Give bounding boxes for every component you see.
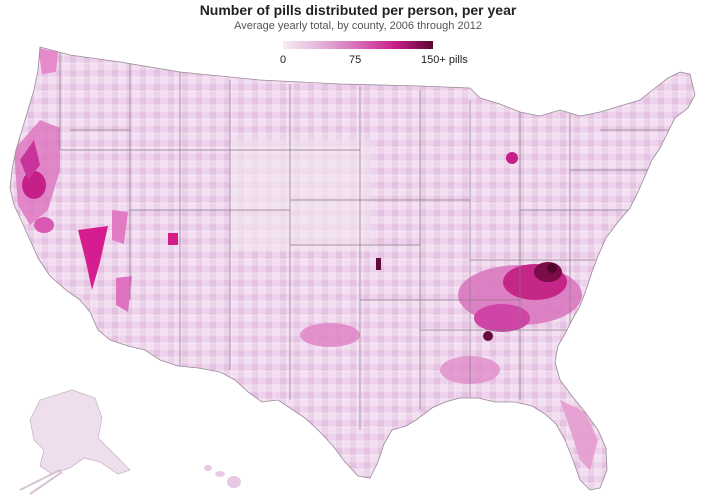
legend-tick-min: 0 — [280, 54, 287, 66]
legend-tick-max: 150+ pills — [421, 54, 468, 66]
hawaii — [204, 465, 241, 488]
legend-gradient-bar — [283, 41, 433, 49]
map-subtitle: Average yearly total, by county, 2006 th… — [234, 20, 482, 32]
legend-tick-mid: 75 — [349, 54, 362, 66]
map-title: Number of pills distributed per person, … — [199, 2, 517, 18]
high-rate-regions — [14, 48, 614, 470]
color-legend: 0 75 150+ pills — [275, 38, 475, 68]
state-borders — [59, 47, 690, 430]
alaska — [19, 389, 131, 495]
